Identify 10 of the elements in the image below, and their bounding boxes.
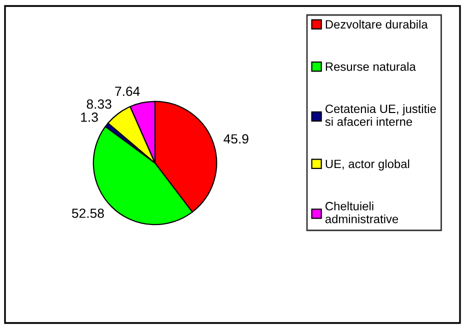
legend-label: Cheltuieli administrative xyxy=(325,202,398,224)
data-label: 8.33 xyxy=(86,99,112,109)
legend-label: Dezvoltare durabila xyxy=(326,20,428,29)
data-label: 52.58 xyxy=(72,208,104,218)
data-label: 7.64 xyxy=(115,86,140,96)
data-label: 45.9 xyxy=(224,134,248,144)
legend-label: UE, actor global xyxy=(326,159,410,171)
legend-label: Resurse naturala xyxy=(326,62,416,71)
data-label: 1.3 xyxy=(81,112,98,122)
legend-label: Cetatenia UE, justitie si afaceri interne xyxy=(325,104,436,126)
